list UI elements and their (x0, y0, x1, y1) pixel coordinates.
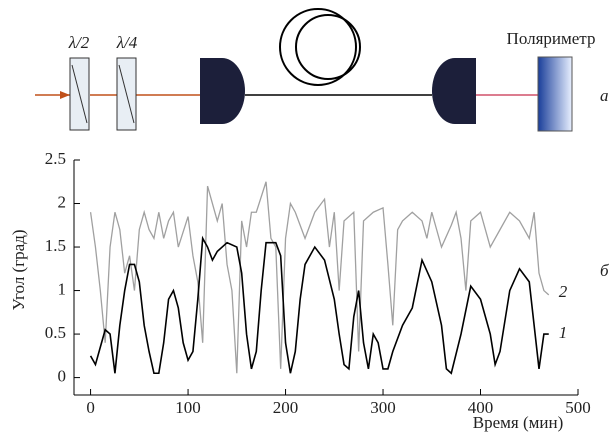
y-tick-label: 0.5 (45, 323, 66, 342)
polarimeter (537, 56, 573, 132)
data-line (89, 235, 549, 375)
component-label: λ/2 (68, 33, 90, 52)
panel-label: а (600, 86, 609, 105)
component-label: Поляриметр (507, 29, 596, 48)
component-label: λ/4 (116, 33, 138, 52)
collimator (200, 58, 245, 124)
x-tick-label: 200 (273, 398, 299, 417)
y-axis-label: Угол (град) (9, 229, 28, 310)
x-tick-label: 100 (175, 398, 201, 417)
y-tick-label: 1 (58, 279, 67, 298)
setup-diagram: λ/2 λ/4 Поляриметр а (35, 8, 609, 132)
arrow (60, 91, 70, 99)
fiber-coil (279, 8, 357, 86)
fiber-coil (295, 14, 361, 80)
data-line (89, 181, 550, 374)
curve-label: 1 (559, 323, 568, 342)
x-axis-label: Время (мин) (473, 413, 564, 432)
x-tick-label: 300 (370, 398, 396, 417)
plate-axis (71, 64, 88, 124)
x-tick-label: 0 (86, 398, 95, 417)
x-tick-label: 400 (468, 398, 494, 417)
x-tick-label: 500 (565, 398, 591, 417)
collimator (432, 58, 476, 124)
panel-label: б (600, 261, 609, 280)
plate-axis (118, 64, 135, 124)
y-tick-label: 1.5 (45, 236, 66, 255)
y-tick-label: 2.5 (45, 149, 66, 168)
y-tick-label: 0 (58, 366, 67, 385)
curve-label: 2 (559, 282, 568, 301)
chart: б Время (мин) Угол (град) 0 0.5 1 1.5 2 2.5 0 1… (9, 149, 609, 432)
y-tick-label: 2 (58, 192, 67, 211)
